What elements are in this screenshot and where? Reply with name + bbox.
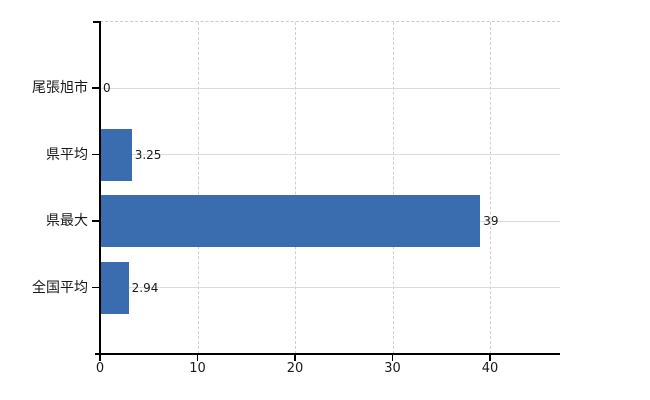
- horizontal-gridline: [100, 154, 560, 156]
- category-label: 県最大: [46, 213, 88, 230]
- x-tick: [489, 355, 491, 361]
- value-label: 3.25: [134, 147, 162, 162]
- value-label: 39: [483, 214, 499, 229]
- x-tick: [391, 355, 394, 361]
- y-axis-line: [99, 21, 101, 355]
- x-tick-label: 20: [286, 361, 304, 376]
- vertical-gridline: [392, 22, 394, 354]
- x-tick: [196, 355, 199, 361]
- y-tick: [92, 153, 100, 156]
- x-tick: [294, 355, 296, 361]
- category-label: 県平均: [46, 146, 88, 163]
- x-tick-label: 30: [384, 361, 401, 376]
- bar: [100, 261, 129, 314]
- x-tick-label: 10: [189, 361, 206, 376]
- x-tick-label: 40: [481, 361, 499, 376]
- vertical-gridline: [295, 22, 296, 354]
- category-label: 尾張旭市: [32, 80, 88, 97]
- y-tick: [92, 220, 100, 222]
- plot-top-border: [100, 21, 560, 22]
- horizontal-gridline: [100, 87, 560, 89]
- x-tick-label: 0: [95, 361, 105, 376]
- y-tick: [92, 87, 100, 89]
- x-axis-line: [95, 353, 560, 355]
- x-tick: [99, 355, 101, 361]
- y-axis-top-tick: [93, 21, 100, 23]
- vertical-gridline: [490, 22, 491, 354]
- category-label: 全国平均: [32, 279, 88, 296]
- bar: [100, 128, 132, 181]
- value-label: 2.94: [131, 280, 159, 295]
- vertical-gridline: [197, 22, 199, 354]
- bar: [100, 195, 481, 248]
- y-tick: [92, 286, 100, 289]
- value-label: 0: [103, 81, 111, 96]
- horizontal-gridline: [100, 287, 560, 289]
